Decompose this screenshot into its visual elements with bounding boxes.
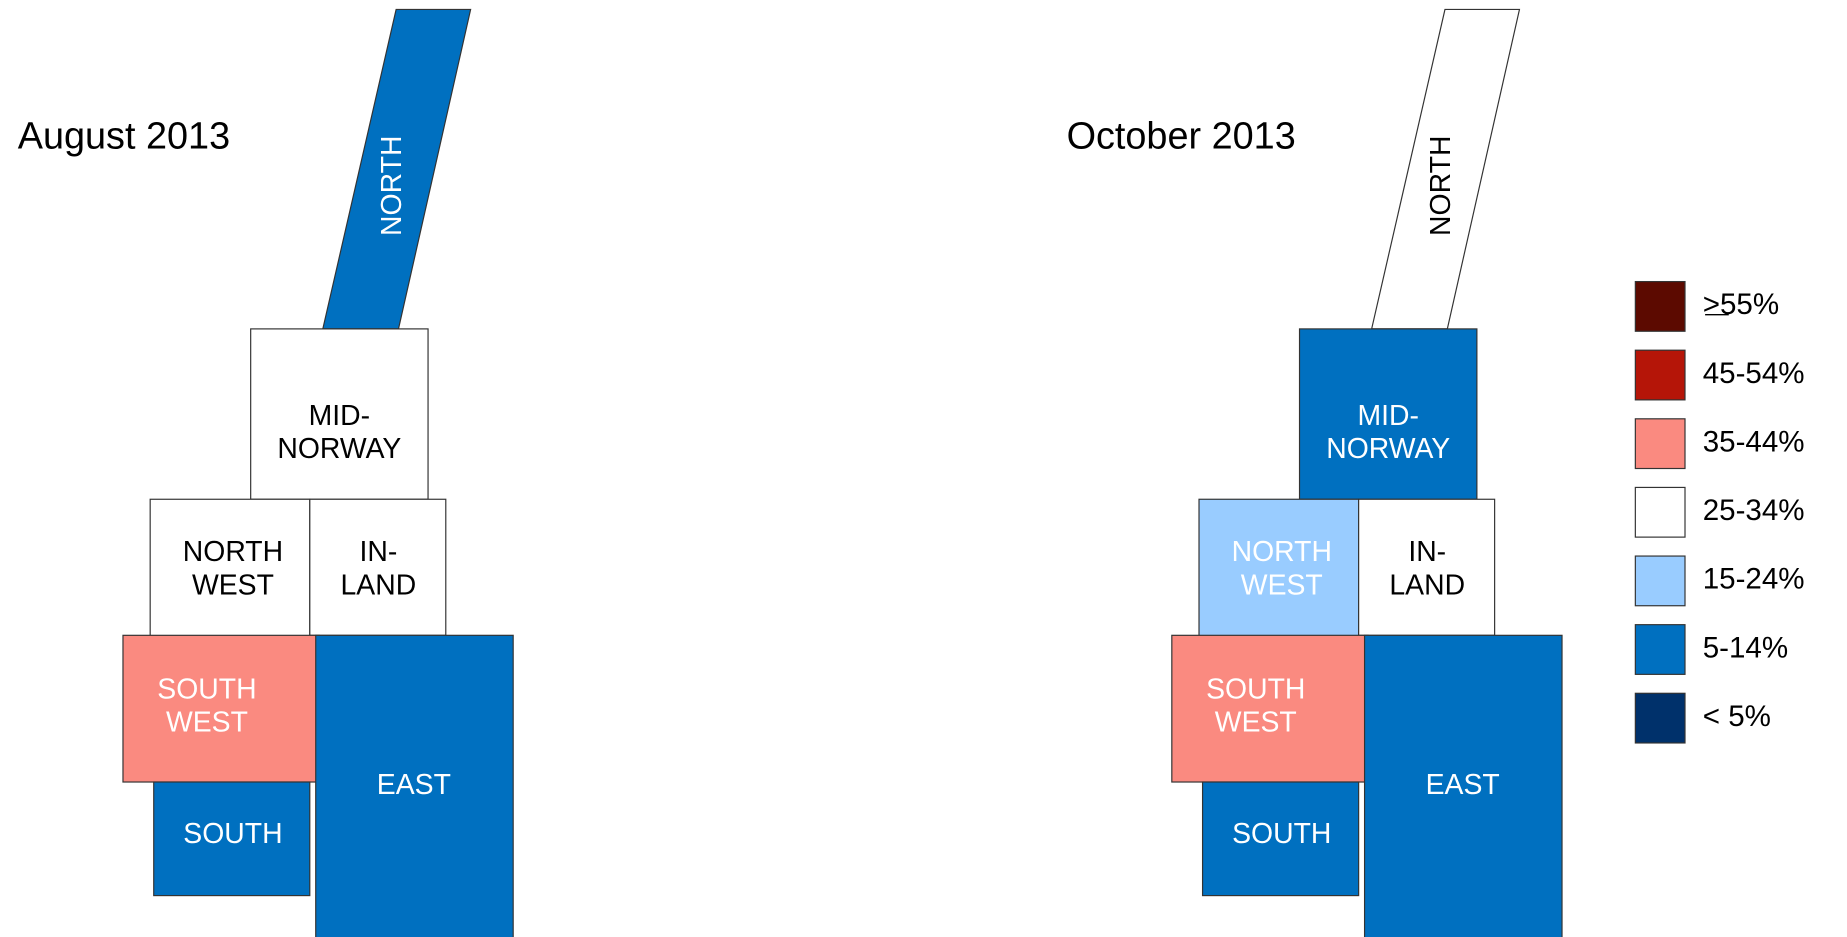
region-label: EAST: [377, 769, 451, 801]
region: [149, 498, 311, 648]
legend-swatch: [1634, 555, 1686, 607]
region-label: MID-: [309, 400, 370, 432]
region: [1363, 634, 1563, 937]
legend-label: 25-34%: [1703, 494, 1805, 527]
legend-label: >55%: [1703, 288, 1779, 321]
legend-label: 5-14%: [1703, 631, 1788, 664]
region-label: IN-: [359, 536, 397, 568]
region-label: WEST: [192, 569, 274, 601]
region-label: NORWAY: [277, 433, 401, 465]
region: [153, 781, 311, 897]
legend-swatch: [1634, 486, 1686, 538]
legend-swatch: [1634, 349, 1686, 401]
region-label: NORTH: [183, 536, 283, 568]
region-label: WEST: [166, 707, 248, 739]
region-label: IN-: [1408, 536, 1446, 568]
legend-swatch: [1634, 692, 1686, 744]
map-title: August 2013: [18, 115, 230, 157]
legend-swatch: [1634, 624, 1686, 675]
region-label: LAND: [1389, 569, 1465, 601]
region: [309, 498, 447, 636]
region: [1201, 781, 1360, 897]
region: [1171, 634, 1369, 783]
map-title: October 2013: [1067, 115, 1296, 157]
region-label: NORWAY: [1326, 433, 1450, 465]
region-label: MID-: [1357, 400, 1418, 432]
legend-swatch: [1634, 418, 1686, 470]
region: [250, 328, 429, 500]
region: [122, 634, 320, 783]
legend-label: 45-54%: [1703, 357, 1805, 390]
legend-swatch: [1634, 280, 1686, 332]
region-label: EAST: [1426, 769, 1500, 801]
region: [1298, 328, 1478, 500]
legend-label: 35-44%: [1703, 425, 1805, 458]
region-label: NORTH: [1232, 536, 1332, 568]
region-label: NORTH: [376, 136, 408, 236]
region-label: LAND: [341, 569, 417, 601]
region: [1358, 498, 1496, 636]
region-label: SOUTH: [157, 673, 256, 705]
region-label: WEST: [1241, 569, 1323, 601]
region-label: SOUTH: [1206, 673, 1305, 705]
legend-label: < 5%: [1703, 700, 1771, 733]
region-label: SOUTH: [183, 818, 282, 850]
legend-label: 15-24%: [1703, 563, 1805, 596]
region: [315, 634, 514, 937]
region-label: WEST: [1215, 707, 1297, 739]
region-label: NORTH: [1425, 136, 1457, 236]
region-label: SOUTH: [1232, 818, 1331, 850]
region: [1198, 498, 1360, 648]
